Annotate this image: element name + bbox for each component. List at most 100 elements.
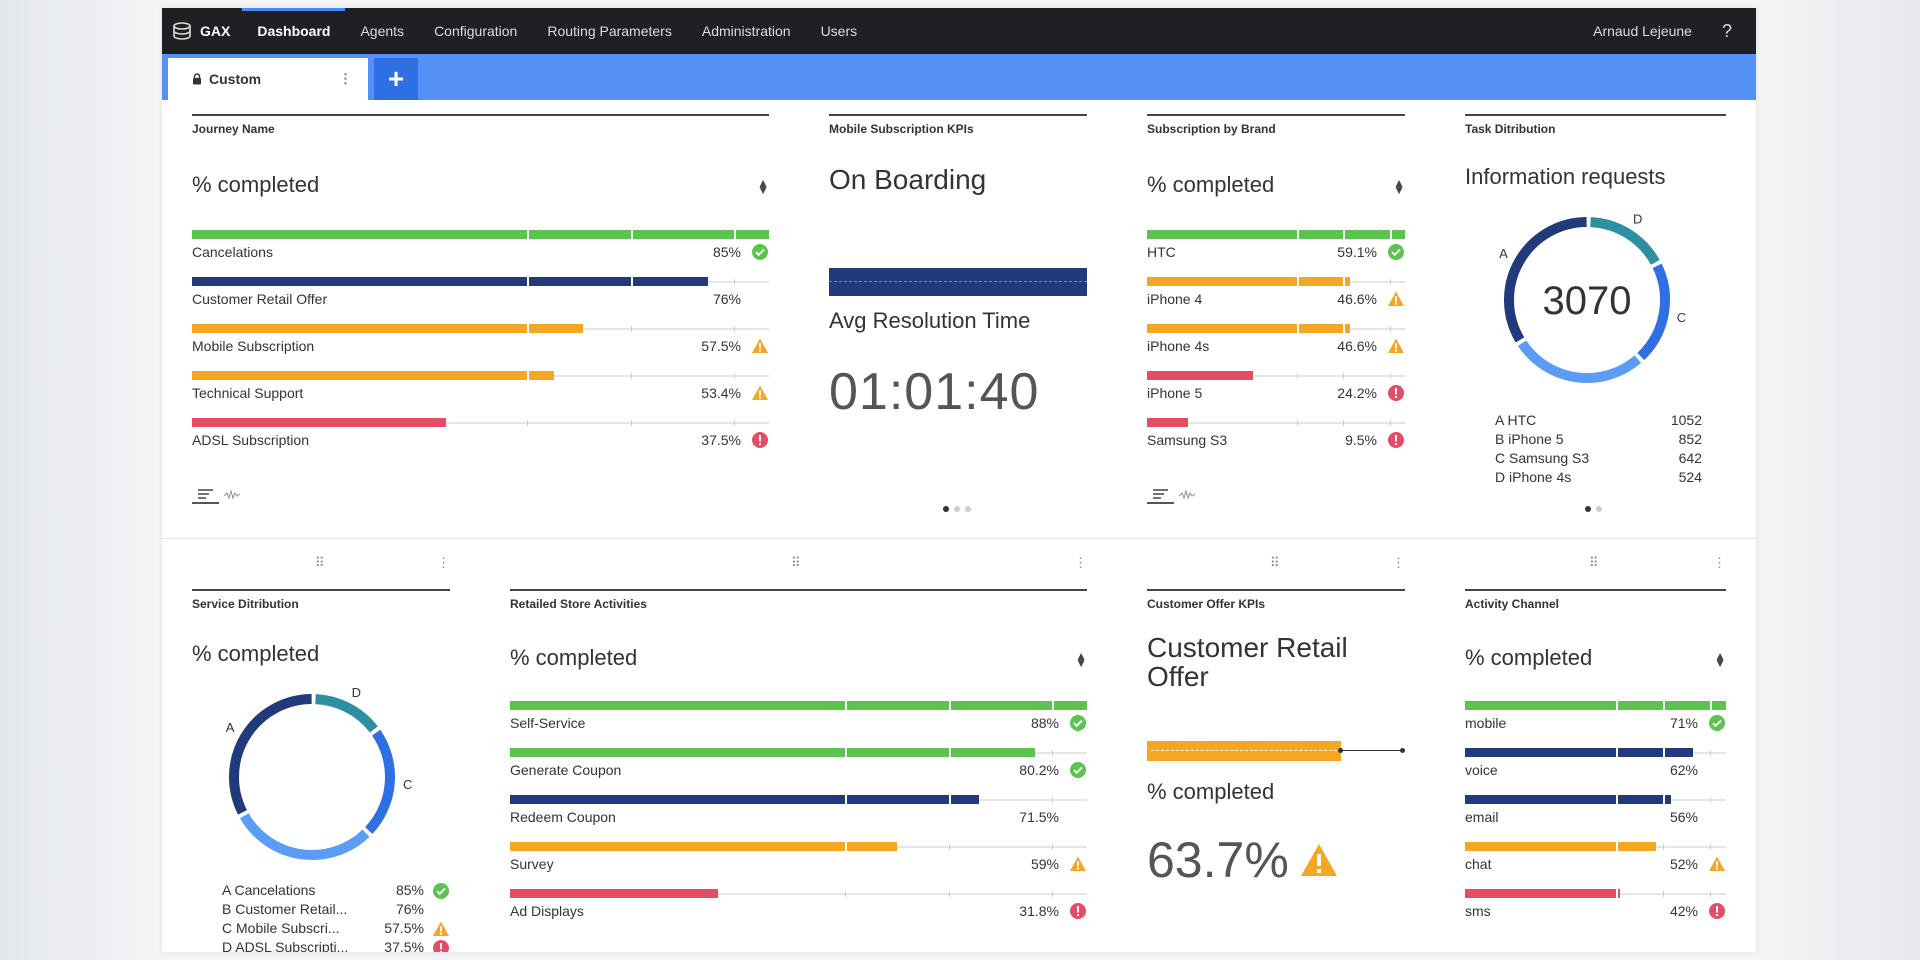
bar-track — [1147, 373, 1405, 379]
bar-fill — [1147, 230, 1405, 239]
bar-row[interactable]: Mobile Subscription 57.5% — [192, 324, 769, 375]
nav-administration[interactable]: Administration — [701, 23, 791, 39]
bar-row[interactable]: Generate Coupon 80.2% — [510, 748, 1087, 799]
kpi-heading: Customer Retail Offer — [1147, 632, 1348, 692]
donut-segment-a[interactable] — [229, 694, 312, 815]
widget-menu-icon[interactable]: ⋮ — [1074, 555, 1087, 570]
bar-row[interactable]: mobile 71% — [1465, 701, 1726, 752]
bar-fill — [510, 795, 979, 804]
bar-row[interactable]: Samsung S3 9.5% — [1147, 418, 1405, 469]
donut-segment-b[interactable] — [1517, 340, 1642, 383]
error-icon — [1070, 903, 1086, 919]
drag-handle-icon[interactable]: ⠿ — [315, 555, 326, 570]
top-nav: GAX Dashboard Agents Configuration Routi… — [162, 8, 1756, 54]
widget-task: Task Ditribution Information requests D C… — [1435, 100, 1756, 538]
bar-row[interactable]: Cancelations 85% — [192, 230, 769, 281]
bar-row[interactable]: Customer Retail Offer 76% — [192, 277, 769, 328]
nav-dashboard[interactable]: Dashboard — [242, 8, 346, 54]
bar-label: iPhone 5 — [1147, 385, 1203, 401]
nav-agents[interactable]: Agents — [360, 23, 405, 39]
legend-row: D ADSL Subscripti... 37.5% — [222, 939, 450, 952]
bar-list: Cancelations 85% Customer Retail Offer 76% M… — [192, 230, 769, 469]
bar-label: Customer Retail Offer — [192, 291, 328, 307]
bar-fill — [1147, 371, 1253, 380]
widget-subtitle: % completed — [192, 172, 320, 197]
list-view-icon[interactable] — [192, 486, 219, 504]
sort-icon[interactable]: ▲ ▼ — [1714, 649, 1726, 670]
donut-total: 3070 — [1543, 279, 1632, 323]
brand-logo[interactable]: GAX — [172, 22, 230, 40]
widget-subtitle: Information requests — [1465, 164, 1666, 189]
widget-menu-icon[interactable]: ⋮ — [437, 555, 450, 570]
nav-users[interactable]: Users — [820, 23, 858, 39]
sort-icon[interactable]: ▲ ▼ — [1393, 176, 1405, 197]
bar-row[interactable]: iPhone 4s 46.6% — [1147, 324, 1405, 375]
bar-row[interactable]: Survey 59% — [510, 842, 1087, 893]
nav-routing-parameters[interactable]: Routing Parameters — [547, 23, 672, 39]
legend-value: 1052 — [1670, 412, 1702, 428]
user-menu[interactable]: Arnaud Lejeune — [1593, 23, 1692, 39]
nav-configuration[interactable]: Configuration — [434, 23, 518, 39]
tab-custom[interactable]: Custom ⋮ — [168, 58, 368, 100]
bar-label: Redeem Coupon — [510, 809, 616, 825]
bar-list: mobile 71% voice 62% email 56% chat 52% sms 42% — [1465, 701, 1726, 940]
drag-handle-icon[interactable]: ⠿ — [1589, 555, 1600, 570]
bar-fill — [192, 371, 555, 380]
bar-value: 62% — [1669, 762, 1698, 778]
drag-handle-icon[interactable]: ⠿ — [1270, 555, 1281, 570]
widget-menu-icon[interactable]: ⋮ — [1392, 555, 1405, 570]
bar-value: 53.4% — [701, 385, 741, 401]
sort-icon[interactable]: ▲ ▼ — [1075, 649, 1087, 670]
drag-handle-icon[interactable]: ⠿ — [791, 555, 802, 570]
bar-row[interactable]: email 56% — [1465, 795, 1726, 846]
help-icon[interactable]: ? — [1721, 20, 1732, 41]
widget-title: Journey Name — [192, 114, 769, 136]
wave-view-icon[interactable] — [1174, 486, 1201, 504]
bar-row[interactable]: iPhone 4 46.6% — [1147, 277, 1405, 328]
donut-chart: D C B A — [226, 687, 412, 867]
widget-subtitle: % completed — [510, 645, 638, 670]
donut-segment-label: C — [1677, 310, 1686, 325]
bar-label: HTC — [1147, 244, 1176, 260]
divider — [162, 538, 1756, 539]
bar-row[interactable]: Self-Service 88% — [510, 701, 1087, 752]
widget-service: ⠿ ⋮ Service Ditribution % completed D C B A… — [162, 539, 480, 952]
widget-title: Retailed Store Activities — [510, 589, 1087, 611]
tab-menu-icon[interactable]: ⋮ — [339, 71, 352, 86]
bar-row[interactable]: chat 52% — [1465, 842, 1726, 893]
bar-row[interactable]: Redeem Coupon 71.5% — [510, 795, 1087, 846]
bar-row[interactable]: Ad Displays 31.8% — [510, 889, 1087, 940]
widget-mobile-kpi: Mobile Subscription KPIs On Boarding Avg… — [799, 100, 1117, 538]
widget-menu-icon[interactable]: ⋮ — [1713, 555, 1726, 570]
bar-row[interactable]: sms 42% — [1465, 889, 1726, 940]
legend-label: C Mobile Subscri... — [222, 920, 340, 936]
donut-segment-a[interactable] — [1504, 217, 1587, 343]
donut-segment-c[interactable] — [1637, 263, 1670, 361]
bar-row[interactable]: Technical Support 53.4% — [192, 371, 769, 422]
bar-row[interactable]: voice 62% — [1465, 748, 1726, 799]
donut-segment-d[interactable] — [315, 694, 378, 733]
kpi-heading: On Boarding — [829, 164, 987, 195]
sort-icon[interactable]: ▲ ▼ — [757, 176, 769, 197]
bar-value: 46.6% — [1337, 338, 1377, 354]
bar-label: email — [1465, 809, 1499, 825]
bar-row[interactable]: HTC 59.1% — [1147, 230, 1405, 281]
legend-value: 524 — [1678, 469, 1702, 485]
legend-label: B iPhone 5 — [1495, 431, 1564, 447]
list-view-icon[interactable] — [1147, 486, 1174, 504]
legend-value: 37.5% — [384, 939, 424, 952]
bar-row[interactable]: ADSL Subscription 37.5% — [192, 418, 769, 469]
check-circle-icon — [433, 883, 449, 899]
bar-fill — [510, 701, 1087, 710]
donut-segment-d[interactable] — [1590, 217, 1660, 265]
bar-label: iPhone 4s — [1147, 338, 1210, 354]
widget-offer: ⠿ ⋮ Customer Offer KPIs Customer Retail … — [1117, 539, 1435, 952]
donut-segment-c[interactable] — [365, 729, 395, 834]
bar-row[interactable]: iPhone 5 24.2% — [1147, 371, 1405, 422]
donut-segment-b[interactable] — [239, 813, 370, 860]
wave-view-icon[interactable] — [219, 486, 246, 504]
pager-dots[interactable] — [1585, 506, 1602, 512]
bar-value: 59.1% — [1337, 244, 1377, 260]
pager-dots[interactable] — [943, 506, 971, 512]
add-tab-button[interactable]: + — [374, 58, 418, 100]
